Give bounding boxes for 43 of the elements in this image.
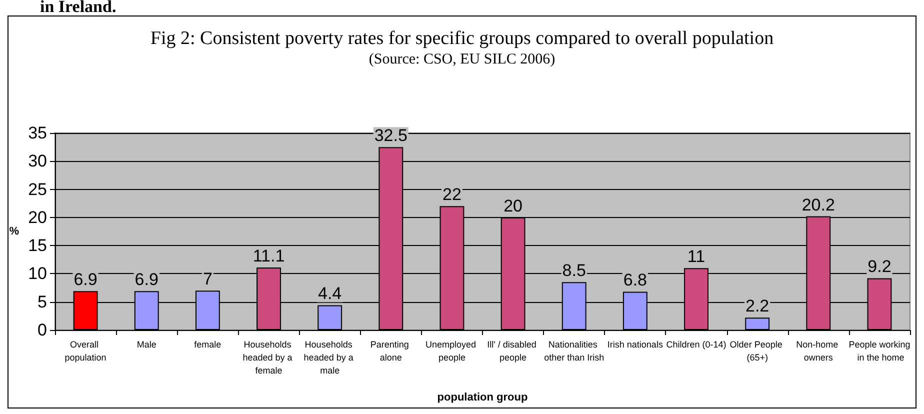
x-tick-label: Ill' / disabled people [487, 340, 539, 362]
data-label: 20 [504, 196, 522, 216]
x-axis-title: population group [437, 392, 528, 404]
data-label: 9.2 [868, 257, 892, 276]
data-label: 7 [202, 270, 212, 289]
bar [745, 318, 770, 330]
x-tick-label: female [194, 340, 222, 350]
y-tick-label: 35 [28, 124, 47, 142]
x-tick-label: Parenting alone [370, 340, 412, 362]
data-label: 11 [687, 247, 706, 266]
data-label: 11.1 [252, 246, 285, 266]
y-axis-title: % [9, 226, 20, 238]
x-tick-label: Non-home owners [796, 340, 841, 362]
chart-title: Fig 2: Consistent poverty rates for specific groups compared to overall population [150, 28, 774, 49]
chart-subtitle: (Source: CSO, EU SILC 2006) [368, 52, 556, 68]
data-label: 22 [442, 185, 462, 204]
data-label: 32.5 [374, 126, 408, 146]
x-tick-label: Overall population [64, 340, 106, 362]
x-tick-label: Nationalities other than Irish [544, 340, 604, 362]
text: in Ireland. [40, 0, 116, 16]
data-label: 6.9 [74, 270, 98, 290]
y-tick-label: 10 [28, 264, 47, 284]
x-tick-label: Unemployed people [425, 340, 478, 362]
x-tick-label: Children (0-14) [666, 340, 726, 350]
y-tick-label: 15 [28, 236, 47, 256]
data-label: 4.4 [318, 284, 342, 304]
y-tick-label: 0 [38, 320, 47, 340]
x-tick-label: People working in the home [848, 340, 910, 362]
y-tick-label: 25 [28, 180, 47, 199]
x-tick-label: Male [136, 340, 156, 350]
data-label: 8.5 [562, 261, 586, 280]
x-tick-label: Irish nationals [607, 340, 664, 350]
x-tick-label: Households headed by a female [242, 340, 295, 376]
y-tick-label: 20 [28, 208, 47, 227]
data-label: 6.9 [134, 270, 158, 290]
data-label: 6.8 [623, 270, 647, 290]
x-tick-label: Households headed by a male [304, 340, 356, 376]
x-tick-label: Older People (65+) [730, 340, 785, 362]
data-label: 20.2 [802, 195, 835, 214]
bar [318, 305, 342, 330]
y-tick-label: 30 [28, 152, 47, 171]
y-tick-label: 5 [38, 292, 47, 312]
data-label: 2.2 [746, 296, 770, 316]
